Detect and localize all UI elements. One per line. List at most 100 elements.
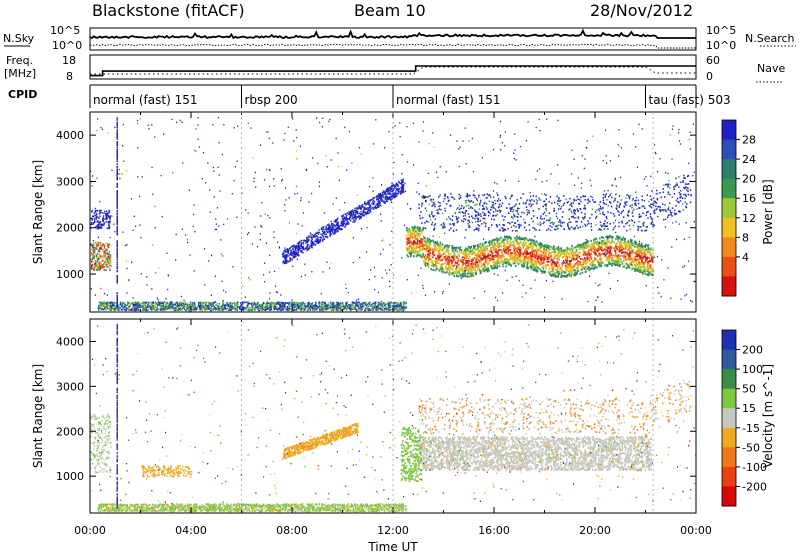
rti-cell	[514, 252, 516, 255]
rti-cell	[424, 207, 427, 210]
rti-cell	[416, 241, 419, 244]
rti-cell	[293, 253, 295, 256]
rti-cell	[639, 216, 641, 218]
rti-cell	[308, 239, 310, 241]
rti-cell	[462, 250, 464, 253]
rti-cell	[626, 221, 629, 224]
rti-cell	[400, 303, 402, 305]
rti-cell	[630, 241, 632, 244]
rti-cell	[319, 241, 321, 244]
rti-cell	[578, 202, 580, 205]
rti-cell	[475, 214, 478, 217]
rti-cell	[496, 224, 498, 227]
rti-cell	[540, 254, 542, 257]
rti-cell	[413, 229, 416, 232]
rti-cell	[569, 204, 571, 206]
rti-cell	[503, 235, 506, 238]
rti-cell	[622, 209, 624, 212]
rti-cell	[521, 211, 523, 214]
rti-cell	[582, 258, 584, 261]
rti-cell	[582, 218, 585, 221]
rti-cell	[636, 269, 638, 272]
rti-cell	[602, 199, 605, 202]
rti-cell	[657, 192, 659, 195]
rti-cell	[528, 212, 530, 214]
rti-cell	[354, 211, 357, 214]
rti-cell	[675, 184, 677, 186]
rti-cell	[323, 236, 325, 238]
rti-cell	[420, 239, 422, 242]
rti-cell	[513, 213, 515, 216]
rti-cell	[266, 306, 269, 308]
rti-cell	[104, 307, 106, 310]
rti-cell	[313, 242, 315, 245]
rti-cell	[653, 224, 655, 227]
rti-cell	[372, 199, 375, 202]
rti-cell	[462, 220, 465, 223]
rti-cell	[487, 229, 490, 231]
rti-cell	[468, 225, 470, 227]
rti-cell	[284, 256, 286, 259]
rti-cell	[528, 242, 530, 245]
rti-cell	[641, 205, 643, 208]
rti-cell	[430, 258, 432, 260]
rti-cell	[640, 226, 642, 228]
rti-cell	[291, 258, 293, 261]
rti-cell	[476, 199, 479, 202]
rti-cell	[603, 241, 606, 244]
rti-cell	[530, 263, 533, 266]
rti-cell	[366, 212, 369, 214]
rti-cell	[499, 245, 502, 248]
rti-cell	[517, 219, 519, 222]
rti-cell	[541, 218, 543, 220]
rti-cell	[411, 234, 414, 236]
rti-cell	[348, 217, 351, 220]
rti-cell	[574, 210, 577, 212]
rti-cell	[439, 194, 441, 196]
rti-cell	[354, 207, 356, 210]
rti-cell	[329, 233, 331, 236]
rti-cell	[386, 198, 388, 200]
rti-cell	[592, 264, 594, 267]
rti-cell	[448, 216, 450, 218]
rti-cell	[534, 255, 536, 258]
rti-cell	[609, 202, 612, 204]
rti-cell	[512, 240, 514, 243]
rti-cell	[581, 261, 584, 264]
rti-cell	[464, 270, 466, 273]
rti-cell	[443, 223, 445, 225]
rti-cell	[504, 229, 507, 231]
rti-cell	[638, 247, 641, 250]
rti-cell	[283, 260, 285, 262]
rti-cell	[622, 216, 625, 218]
rti-cell	[336, 230, 339, 232]
rti-cell	[512, 217, 514, 220]
rti-cell	[429, 195, 431, 197]
rti-cell	[503, 243, 506, 246]
rti-cell	[420, 241, 423, 244]
rti-cell	[629, 246, 632, 249]
rti-cell	[463, 206, 465, 208]
rti-cell	[345, 223, 347, 225]
rti-cell	[414, 225, 416, 228]
rti-cell	[293, 308, 295, 311]
rti-cell	[588, 266, 590, 268]
rti-cell	[577, 260, 579, 263]
rti-cell	[597, 247, 600, 250]
rti-cell	[468, 221, 471, 224]
rti-cell	[337, 223, 339, 225]
rti-cell	[414, 249, 417, 252]
rti-cell	[619, 203, 621, 206]
rti-cell	[336, 227, 338, 230]
rti-cell	[437, 254, 439, 257]
rti-cell	[597, 259, 599, 262]
rti-cell	[444, 271, 447, 274]
rti-cell	[585, 253, 587, 256]
rti-cell	[560, 266, 562, 269]
rti-cell	[477, 267, 480, 270]
rti-cell	[363, 214, 365, 217]
rti-cell	[578, 247, 581, 250]
rti-cell	[472, 274, 474, 277]
rti-cell	[304, 248, 306, 250]
rti-cell	[559, 250, 562, 253]
